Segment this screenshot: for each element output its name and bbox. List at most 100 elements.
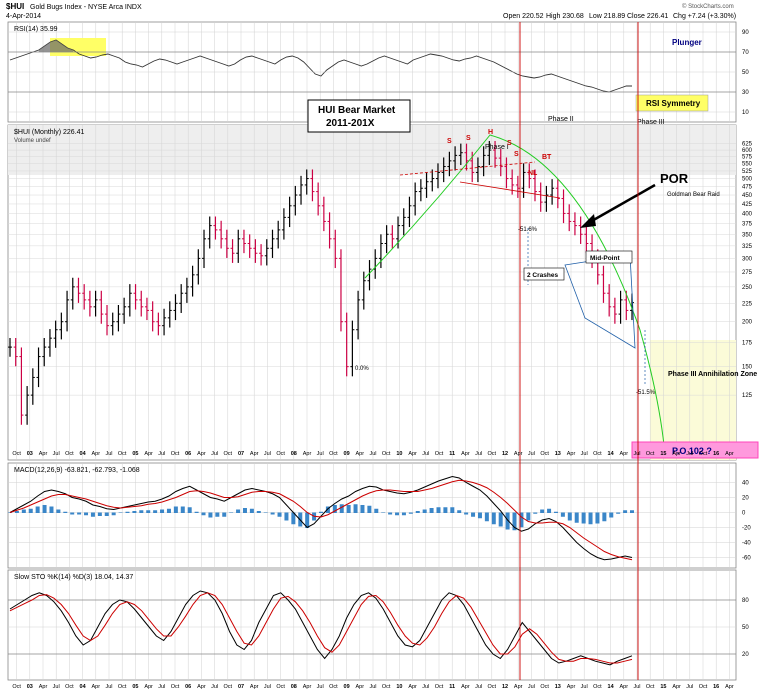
x-tick-label: Apr — [620, 684, 629, 690]
macd-tick-label: 40 — [742, 481, 749, 487]
midpoint-label: Mid-Point — [590, 255, 620, 262]
price-label: $HUI (Monthly) 226.41 — [14, 129, 85, 136]
x-tick-label: Apr — [620, 451, 629, 457]
header-change: Chg +7.24 (+3.30%) — [673, 13, 736, 20]
x-tick-label: Jul — [317, 684, 324, 690]
price-tick-label: 400 — [742, 211, 753, 217]
price-tick-label: 275 — [742, 270, 753, 276]
rsi-line — [9, 39, 632, 93]
macd-hist-bar — [242, 508, 247, 513]
x-axis-price: Oct 03 Apr Jul Oct 04 Apr Jul Oct 05 Apr Jul Oct 06 Ap… — [12, 451, 734, 457]
macd-line — [9, 475, 633, 561]
sto-tick-label: 80 — [742, 598, 749, 604]
x-tick-label: Apr — [408, 451, 417, 457]
x-tick-label: Oct — [593, 451, 602, 457]
header-date: 4-Apr-2014 — [6, 13, 41, 20]
chart-subtitle: 2011-201X — [326, 118, 375, 129]
x-tick-label: Oct — [435, 684, 444, 690]
x-tick-label: Apr — [672, 684, 681, 690]
macd-hist-bar — [609, 512, 614, 518]
x-tick-label: Oct — [12, 451, 21, 457]
x-tick-label: Oct — [118, 684, 127, 690]
bt-label: BT — [542, 154, 552, 161]
x-tick-label: Jul — [369, 451, 376, 457]
macd-hist-bar — [77, 512, 82, 515]
macd-hist-bar — [567, 512, 572, 521]
x-tick-label: Jul — [581, 451, 588, 457]
x-tick-label: Apr — [461, 684, 470, 690]
x-tick-label: Apr — [39, 451, 48, 457]
x-tick-label: Oct — [488, 684, 497, 690]
x-tick-label: Apr — [92, 684, 101, 690]
x-tick-label: Jul — [264, 684, 271, 690]
macd-hist-bar — [623, 510, 628, 513]
price-tick-label: 175 — [742, 341, 753, 347]
h-label: H — [488, 129, 493, 136]
macd-signal-line — [9, 479, 633, 561]
parabolic-arc — [364, 134, 666, 456]
x-tick-label: Oct — [171, 451, 180, 457]
macd-hist-bar — [153, 510, 158, 513]
macd-hist-bar — [97, 512, 102, 516]
price-tick-label: 375 — [742, 222, 753, 228]
x-tick-label: Apr — [144, 684, 153, 690]
x-tick-label: Jul — [528, 451, 535, 457]
x-tick-label: 05 — [132, 684, 138, 690]
x-tick-label: 10 — [396, 684, 402, 690]
price-tick-label: 600 — [742, 148, 753, 154]
x-tick-label: Apr — [672, 451, 681, 457]
macd-hist-bar — [374, 508, 379, 513]
x-tick-label: Jul — [211, 684, 218, 690]
macd-hist-bar — [388, 512, 393, 515]
macd-hist-bar — [353, 504, 358, 513]
x-tick-label: 04 — [80, 684, 87, 690]
macd-hist-bar — [464, 512, 469, 515]
pct1-label: -51.6% — [518, 227, 538, 233]
x-tick-label: Oct — [699, 451, 708, 457]
price-tick-label: 425 — [742, 202, 753, 208]
macd-hist-bar — [360, 505, 365, 513]
goldman-label-1: Goldman Bear Raid — [667, 192, 720, 198]
x-tick-label: 06 — [185, 684, 191, 690]
macd-label: MACD(12,26,9) -63.821, -62.793, -1.068 — [14, 467, 140, 474]
macd-tick-label: 0 — [742, 511, 746, 517]
nl-label: NL — [528, 170, 538, 177]
x-tick-label: Oct — [65, 451, 74, 457]
price-tick-label: 250 — [742, 285, 753, 291]
title-box — [307, 99, 411, 133]
macd-hist-bar — [595, 512, 600, 524]
macd-hist-bar — [339, 504, 344, 513]
sto-tick-label: 50 — [742, 625, 749, 631]
macd-hist-bar — [498, 512, 503, 527]
x-tick-label: Apr — [92, 451, 101, 457]
rsi-tick-label: 10 — [742, 110, 749, 116]
price-tick-label: 200 — [742, 320, 753, 326]
macd-hist-bar — [588, 512, 593, 525]
macd-hist-bar — [139, 510, 144, 513]
pct2-label: -51.5% — [636, 390, 656, 396]
x-tick-label: Oct — [276, 684, 285, 690]
neckline-2 — [459, 181, 561, 199]
macd-panel — [7, 462, 737, 569]
header-high: High 230.68 — [546, 13, 584, 20]
x-tick-label: Apr — [250, 684, 259, 690]
x-tick-label: Jul — [686, 451, 693, 457]
x-tick-label: Oct — [382, 451, 391, 457]
x-tick-label: Apr — [39, 684, 48, 690]
macd-hist-bar — [319, 511, 323, 513]
rsi-author: Plunger — [672, 38, 702, 47]
x-tick-label: Jul — [528, 684, 535, 690]
macd-hist-bar — [166, 508, 171, 513]
x-tick-label: Jul — [633, 684, 640, 690]
rsi-tick-label: 70 — [742, 50, 749, 56]
x-tick-label: Oct — [224, 451, 233, 457]
neckline-1 — [399, 161, 536, 176]
x-tick-label: 09 — [344, 684, 350, 690]
x-tick-label: Oct — [118, 451, 127, 457]
macd-hist-bar — [630, 510, 634, 513]
s3-label: S — [507, 140, 512, 147]
x-tick-label: Jul — [211, 451, 218, 457]
x-tick-label: Apr — [461, 451, 470, 457]
target-label: P.O 102 ? — [672, 446, 712, 456]
